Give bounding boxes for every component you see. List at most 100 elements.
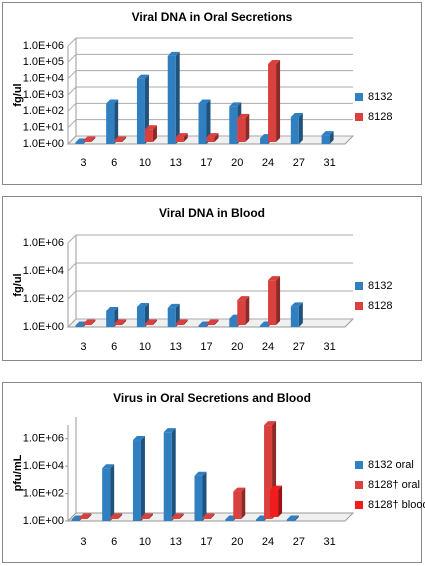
bar: [206, 137, 215, 142]
legend-label: 8128: [368, 111, 392, 123]
bar: [198, 325, 207, 327]
bar-side: [206, 99, 211, 144]
x-tick-label: 31: [323, 536, 335, 548]
bar-top: [106, 99, 119, 104]
grid-line: [67, 70, 353, 80]
legend-swatch: [355, 93, 363, 101]
y-tick-label: 1.0E+00: [23, 138, 64, 150]
bar: [110, 517, 119, 519]
y-tick-label: 1.0E+03: [23, 89, 64, 101]
bar-side: [152, 319, 157, 325]
bar-top: [264, 421, 277, 426]
bar-top: [194, 471, 207, 476]
bar: [260, 138, 269, 144]
bar-side: [214, 133, 219, 142]
bar-top: [290, 302, 303, 307]
bar-side: [91, 319, 96, 325]
grid-line: [67, 102, 353, 112]
bar-top: [167, 51, 180, 56]
y-tick-label: 1.0E+04: [23, 460, 64, 472]
bar: [206, 323, 215, 325]
x-tick-label: 3: [80, 341, 86, 353]
x-tick-label: 24: [262, 157, 274, 169]
bar: [136, 306, 145, 327]
bar: [268, 280, 277, 325]
legend-label: 8132: [368, 91, 392, 103]
bar-top: [206, 319, 219, 324]
legend-label: 8132: [368, 280, 392, 292]
x-tick-label: 27: [293, 157, 305, 169]
bar-side: [179, 513, 184, 519]
bar-side: [91, 136, 96, 142]
bar-top: [175, 319, 188, 324]
bar: [175, 323, 184, 325]
bar-top: [286, 515, 299, 520]
bar-side: [214, 319, 219, 325]
legend-swatch: [355, 113, 363, 121]
panel: [2, 2, 422, 185]
y-tick-label: 1.0E+00: [23, 515, 64, 527]
bar-top: [171, 513, 184, 518]
chart-title: Viral DNA in Blood: [159, 206, 265, 220]
x-tick-label: 17: [200, 157, 212, 169]
bar: [114, 323, 123, 325]
bar-top: [132, 436, 145, 441]
legend-swatch: [355, 461, 363, 469]
legend-swatch: [355, 481, 363, 489]
legend-swatch: [355, 501, 363, 509]
bar-top: [114, 319, 127, 324]
y-axis-label: fg/ul: [12, 273, 24, 296]
bar: [194, 475, 203, 521]
bar: [114, 140, 123, 142]
x-tick-label: 27: [293, 536, 305, 548]
bar: [136, 78, 145, 144]
bar-top: [136, 74, 149, 79]
bar-side: [245, 113, 250, 142]
x-tick-label: 6: [111, 536, 117, 548]
bar: [260, 325, 269, 327]
bar: [79, 517, 88, 519]
x-tick-label: 6: [111, 157, 117, 169]
bar: [256, 519, 265, 521]
bar-top: [83, 136, 96, 141]
bar: [175, 137, 184, 142]
grid-line: [67, 119, 353, 129]
bar: [171, 517, 180, 519]
bar: [237, 300, 246, 325]
bar-side: [140, 436, 145, 521]
x-tick-label: 3: [80, 536, 86, 548]
bar: [144, 129, 153, 142]
x-tick-label: 31: [323, 157, 335, 169]
y-tick-label: 1.0E+04: [23, 265, 64, 277]
bar-top: [175, 133, 188, 138]
bar: [268, 63, 277, 142]
bar-side: [122, 319, 127, 325]
chart-title: Viral DNA in Oral Secretions: [132, 10, 293, 24]
y-tick-label: 1.0E+02: [23, 293, 64, 305]
y-tick-label: 1.0E+06: [23, 237, 64, 249]
bar: [75, 325, 84, 327]
bar-top: [167, 303, 180, 308]
legend-swatch: [355, 282, 363, 290]
legend-label: 8128† blood: [368, 499, 425, 511]
bar: [229, 318, 238, 327]
x-tick-label: 24: [262, 341, 274, 353]
bar-top: [237, 296, 250, 301]
bar: [102, 468, 111, 521]
bar-side: [118, 513, 123, 519]
grid-line: [67, 318, 353, 328]
bar-side: [152, 125, 157, 142]
bar: [290, 116, 299, 144]
bar-side: [122, 136, 127, 142]
bar: [264, 425, 273, 519]
y-axis-label: pfu/mL: [12, 454, 24, 491]
bar: [83, 140, 92, 142]
y-tick-label: 1.0E+04: [23, 73, 64, 85]
x-tick-label: 20: [231, 157, 243, 169]
bar-side: [298, 302, 303, 327]
bar: [229, 106, 238, 144]
x-tick-label: 17: [200, 536, 212, 548]
bar: [321, 135, 330, 144]
bar-top: [114, 136, 127, 141]
bar-side: [87, 513, 92, 519]
